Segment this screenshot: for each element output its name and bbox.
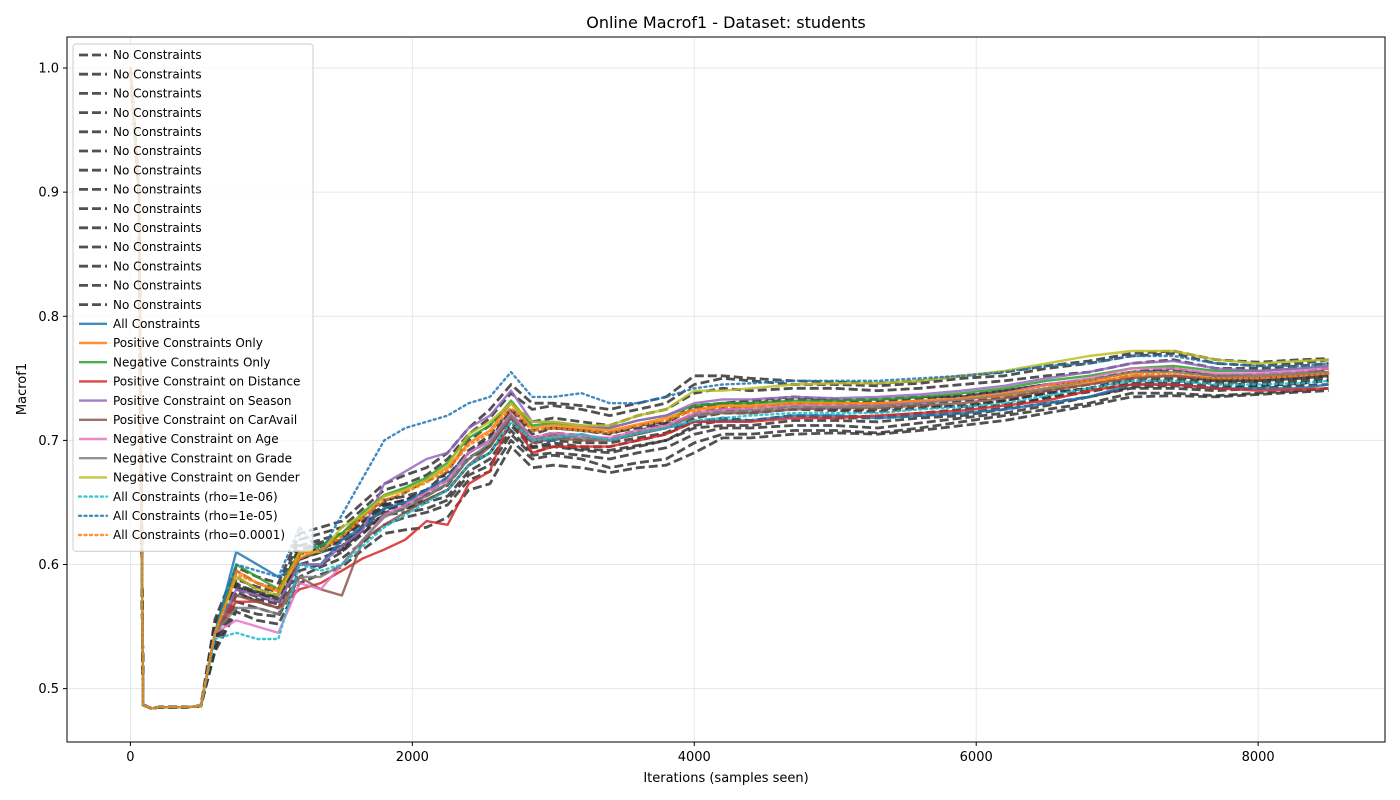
legend-label: No Constraints — [113, 240, 202, 254]
legend-label: All Constraints (rho=1e-06) — [113, 490, 278, 504]
y-tick-label: 0.9 — [38, 186, 59, 201]
x-tick-label: 8000 — [1242, 750, 1275, 765]
legend-label: No Constraints — [113, 48, 202, 62]
legend-label: No Constraints — [113, 144, 202, 158]
x-axis-label: Iterations (samples seen) — [643, 771, 808, 786]
chart-title: Online Macrof1 - Dataset: students — [586, 13, 866, 32]
legend-label: No Constraints — [113, 259, 202, 273]
x-tick-label: 2000 — [396, 750, 429, 765]
legend-label: Positive Constraint on Distance — [113, 375, 300, 389]
legend-label: No Constraints — [113, 202, 202, 216]
x-tick-label: 0 — [126, 750, 134, 765]
legend-label: All Constraints (rho=1e-05) — [113, 509, 278, 523]
y-tick-label: 0.8 — [38, 310, 59, 325]
x-tick-label: 6000 — [960, 750, 993, 765]
legend-label: No Constraints — [113, 279, 202, 293]
legend-label: No Constraints — [113, 67, 202, 81]
y-tick-label: 0.6 — [38, 558, 59, 573]
legend-label: No Constraints — [113, 87, 202, 101]
legend-label: All Constraints — [113, 317, 200, 331]
legend-label: No Constraints — [113, 163, 202, 177]
legend-label: Negative Constraint on Age — [113, 432, 279, 446]
legend-label: No Constraints — [113, 298, 202, 312]
y-tick-label: 0.7 — [38, 434, 59, 449]
legend-label: All Constraints (rho=0.0001) — [113, 528, 285, 542]
y-tick-label: 1.0 — [38, 62, 59, 77]
y-tick-label: 0.5 — [38, 682, 59, 697]
legend-label: No Constraints — [113, 221, 202, 235]
legend: No Constraints No Constraints No Constrain… — [73, 44, 313, 551]
x-tick-label: 4000 — [678, 750, 711, 765]
legend-label: No Constraints — [113, 125, 202, 139]
legend-label: Positive Constraint on Season — [113, 394, 291, 408]
legend-label: No Constraints — [113, 183, 202, 197]
legend-label: Positive Constraint on CarAvail — [113, 413, 297, 427]
y-axis-label: Macrof1 — [15, 363, 30, 415]
legend-label: Negative Constraint on Gender — [113, 471, 300, 485]
legend-label: Negative Constraint on Grade — [113, 451, 292, 465]
legend-label: Negative Constraints Only — [113, 355, 270, 369]
legend-label: No Constraints — [113, 106, 202, 120]
legend-label: Positive Constraints Only — [113, 336, 263, 350]
